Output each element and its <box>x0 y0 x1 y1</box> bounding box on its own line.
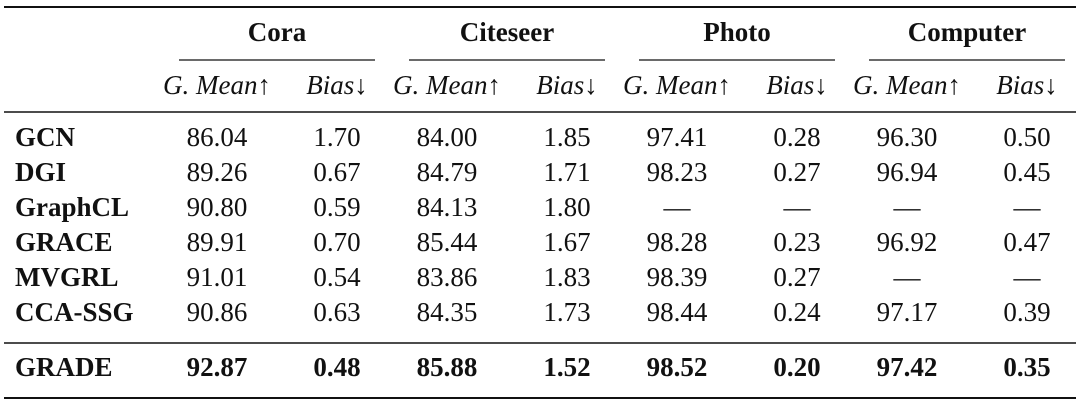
cell: 0.54 <box>313 262 361 292</box>
cell: 89.91 <box>187 227 248 257</box>
cell: 0.47 <box>1003 227 1050 257</box>
cell: — <box>1013 262 1042 292</box>
cell: 1.71 <box>543 157 590 187</box>
method-name: DGI <box>15 157 66 187</box>
cell: 98.39 <box>647 262 708 292</box>
cell: 1.80 <box>543 192 590 222</box>
cell: 85.88 <box>417 352 478 382</box>
cell: 0.59 <box>313 192 360 222</box>
column-header: Bias↓ <box>536 70 598 100</box>
cell: 96.92 <box>877 227 938 257</box>
cell: 1.70 <box>313 122 360 152</box>
column-header: G. Mean↑ <box>853 70 961 100</box>
cell: 89.26 <box>187 157 248 187</box>
group-header: Computer <box>908 17 1026 47</box>
cell: 98.52 <box>647 352 708 382</box>
cell: 86.04 <box>187 122 248 152</box>
cell: 97.17 <box>877 297 938 327</box>
cell: 98.28 <box>647 227 708 257</box>
cell: — <box>893 262 922 292</box>
cell: — <box>783 192 812 222</box>
column-header: Bias↓ <box>766 70 828 100</box>
cell: 83.86 <box>417 262 478 292</box>
column-header: Bias↓ <box>306 70 368 100</box>
cell: 1.73 <box>543 297 590 327</box>
cell: 84.13 <box>417 192 478 222</box>
cell: 1.83 <box>543 262 590 292</box>
cell: 84.79 <box>417 157 478 187</box>
cell: 98.44 <box>647 297 708 327</box>
cell: 96.30 <box>877 122 938 152</box>
method-name: CCA-SSG <box>15 297 134 327</box>
cell: 0.70 <box>313 227 360 257</box>
cell: 0.27 <box>773 157 820 187</box>
cell: 97.42 <box>877 352 938 382</box>
cell: — <box>1013 192 1042 222</box>
group-header: Photo <box>703 17 771 47</box>
cell: 97.41 <box>647 122 708 152</box>
cell: 0.23 <box>773 227 820 257</box>
method-name: GraphCL <box>15 192 129 222</box>
cell: 0.27 <box>773 262 820 292</box>
cell: 0.63 <box>313 297 360 327</box>
cell: 92.87 <box>187 352 248 382</box>
cell: 0.39 <box>1003 297 1050 327</box>
cell: 1.67 <box>543 227 590 257</box>
cell: 90.80 <box>187 192 248 222</box>
cell: 85.44 <box>417 227 478 257</box>
group-header: Citeseer <box>460 17 554 47</box>
column-header: G. Mean↑ <box>393 70 501 100</box>
cell: 91.01 <box>187 262 248 292</box>
group-header: Cora <box>248 17 307 47</box>
cell: 84.00 <box>417 122 478 152</box>
cell: 0.45 <box>1003 157 1050 187</box>
method-name: GRACE <box>15 227 113 257</box>
cell: 0.24 <box>773 297 821 327</box>
cell: 0.35 <box>1003 352 1050 382</box>
method-name: GRADE <box>15 352 113 382</box>
cell: 0.67 <box>313 157 360 187</box>
cell: 1.52 <box>543 352 590 382</box>
method-name: MVGRL <box>15 262 119 292</box>
column-header: G. Mean↑ <box>623 70 731 100</box>
method-name: GCN <box>15 122 76 152</box>
column-header: G. Mean↑ <box>163 70 271 100</box>
cell: 0.28 <box>773 122 820 152</box>
cell: 98.23 <box>647 157 708 187</box>
cell: 90.86 <box>187 297 248 327</box>
cell: 1.85 <box>543 122 590 152</box>
cell: 0.20 <box>773 352 820 382</box>
column-header: Bias↓ <box>996 70 1058 100</box>
cell: 96.94 <box>877 157 938 187</box>
cell: — <box>893 192 922 222</box>
cell: — <box>663 192 692 222</box>
cell: 0.48 <box>313 352 360 382</box>
cell: 84.35 <box>417 297 478 327</box>
cell: 0.50 <box>1003 122 1050 152</box>
